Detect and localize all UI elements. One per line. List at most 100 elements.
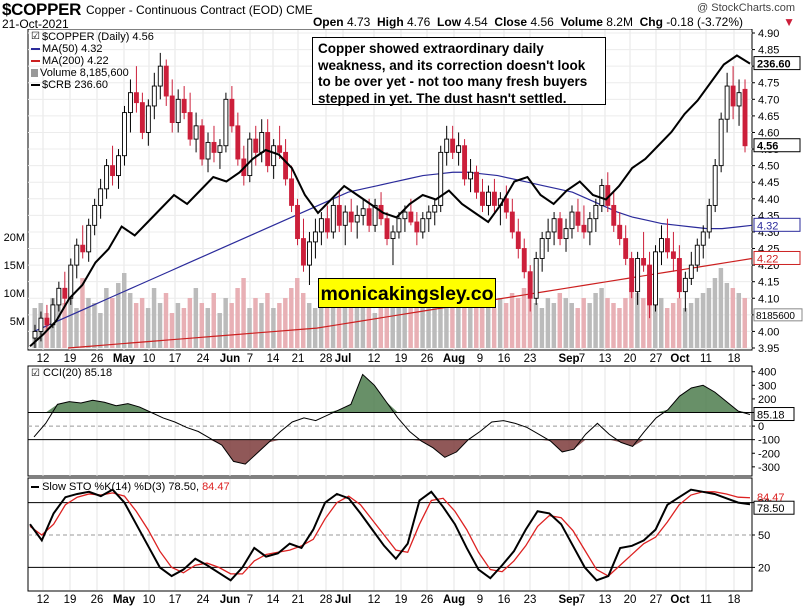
volume-bar: [742, 298, 747, 348]
x-axis-label: 9: [477, 353, 483, 364]
volume-bar: [295, 278, 300, 348]
price-tick-label: 4.15: [758, 277, 779, 289]
volume-bar: [718, 268, 724, 348]
candle-body: [56, 287, 62, 306]
volume-bar: [557, 293, 563, 348]
volume-bar: [623, 298, 628, 348]
volume-bar: [169, 313, 175, 348]
volume-bar: [682, 308, 688, 348]
volume-bar: [205, 308, 210, 348]
volume-bar: [253, 298, 258, 348]
legend-item-copper: ☑ $COPPER (Daily) 4.56: [31, 31, 154, 43]
stochastic-panel[interactable]: 80502084.4778.50121926May101724Jun714212…: [0, 477, 803, 610]
sto-x-axis-label: May: [113, 594, 136, 606]
volume-bar: [402, 298, 407, 348]
ma200-swatch: [31, 60, 40, 62]
crb-swatch: [31, 84, 40, 86]
volume-bar: [390, 308, 395, 348]
candle-body: [659, 238, 664, 253]
volume-bar: [157, 303, 163, 348]
sto-legend-line-icon: [31, 486, 39, 489]
candle-body: [169, 95, 175, 123]
candle-body: [312, 231, 318, 243]
price-tick-label: 4.65: [758, 111, 779, 123]
x-axis-label: 13: [599, 353, 612, 364]
volume-bar: [587, 303, 592, 348]
candle-body: [68, 264, 74, 299]
candle-body: [205, 141, 211, 160]
chart-date: 21-Oct-2021: [2, 17, 69, 31]
price-tick-label: 4.50: [758, 161, 779, 173]
price-tick-label: 4.10: [758, 293, 779, 305]
low-value: 4.54: [464, 15, 488, 29]
candle-body: [509, 211, 515, 233]
volume-bar: [187, 298, 193, 348]
cci-tick-label: -200: [758, 448, 780, 460]
volume-bar: [432, 303, 437, 348]
volume-bar: [575, 308, 580, 348]
candle-body: [354, 214, 360, 223]
volume-bar: [122, 273, 127, 348]
candle-body: [116, 155, 121, 177]
cci-plot-frame: [27, 365, 753, 477]
candle-body: [599, 185, 605, 206]
check-icon: ☑: [31, 31, 40, 42]
ohlc-readout: Open 4.73 High 4.76 Low 4.54 Close 4.56 …: [313, 15, 743, 29]
sto-x-axis-label: 26: [91, 594, 104, 606]
x-axis-label: 21: [292, 353, 305, 364]
candle-body: [92, 204, 98, 226]
volume-bar: [629, 288, 634, 348]
x-axis-label: 26: [91, 353, 104, 364]
candle-body: [366, 208, 372, 226]
candle-body: [259, 132, 265, 153]
candle-body: [223, 98, 229, 147]
volume-bar: [688, 303, 694, 348]
candle-body: [557, 218, 563, 240]
candle-body: [86, 224, 92, 253]
candle-body: [438, 151, 444, 206]
cci-overbought-fill: [34, 374, 750, 413]
x-axis-label: Aug: [443, 353, 465, 364]
volume-bar: [450, 303, 455, 348]
description-text: Copper - Continuous Contract (EOD): [86, 3, 283, 17]
close-value: 4.56: [530, 15, 554, 29]
volume-bar: [509, 293, 515, 348]
volume-bar: [235, 288, 240, 348]
volume-bar: [468, 288, 473, 348]
volume-bar: [670, 303, 676, 348]
candle-body: [551, 218, 557, 233]
volume-value: 8.2M: [606, 15, 633, 29]
candle-body: [420, 218, 426, 233]
volume-bar: [551, 303, 557, 348]
candle-body: [450, 138, 456, 153]
sto-k-line: [29, 488, 751, 582]
volume-bar: [545, 298, 551, 348]
volume-bar: [104, 288, 109, 348]
candle-body: [127, 92, 133, 114]
candle-body: [283, 151, 289, 180]
volume-bar: [127, 293, 133, 348]
volume-bar: [175, 303, 181, 348]
price-tick-label: 3.95: [758, 343, 779, 355]
volume-bar: [694, 298, 700, 348]
x-axis-label: May: [113, 353, 136, 364]
sto-x-axis-label: 10: [143, 594, 156, 606]
cci-oversold-fill: [34, 439, 750, 465]
volume-bar: [426, 308, 431, 348]
volume-bar: [420, 298, 425, 348]
candle-body: [545, 231, 551, 240]
stockcharts-brand[interactable]: @ StockCharts.com: [697, 2, 795, 14]
candle-body: [74, 244, 80, 266]
volume-bar: [581, 298, 586, 348]
candle-body: [307, 241, 312, 266]
price-tick-label: 4.90: [758, 29, 779, 40]
price-tick-label: 4.60: [758, 127, 779, 139]
x-axis-label: 24: [197, 353, 210, 364]
watermark-banner: monicakingsley.co: [318, 278, 496, 308]
candle-body: [98, 188, 104, 206]
volume-bar: [635, 293, 640, 348]
candle-body: [462, 145, 468, 180]
candle-body: [390, 231, 396, 240]
sto-x-axis-label: 13: [599, 594, 612, 606]
